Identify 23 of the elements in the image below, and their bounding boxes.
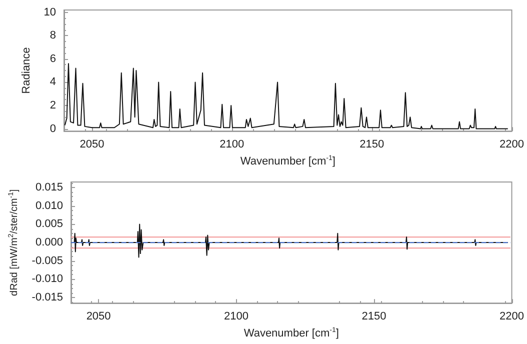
x-tick-label: 2100 <box>220 138 244 151</box>
y-tick-label: 0.015 <box>35 182 63 194</box>
y-tick-label: 4 <box>50 76 56 88</box>
y-tick-label: 0 <box>50 122 56 135</box>
line-series <box>64 63 508 130</box>
y-tick-label: -0.015 <box>32 292 63 304</box>
x-tick-label: 2200 <box>500 138 524 151</box>
x-tick-label: 2200 <box>500 310 524 323</box>
y-tick-label: -0.010 <box>32 273 63 286</box>
y-axis-title: Radiance <box>20 47 32 94</box>
x-tick-label: 2050 <box>86 310 111 323</box>
y-tick-label: -0.005 <box>32 254 63 267</box>
y-tick-label: 8 <box>50 30 56 42</box>
x-tick-label: 2150 <box>362 310 386 323</box>
y-tick-label: 10 <box>44 6 56 18</box>
x-tick-label: 2050 <box>80 138 104 151</box>
x-tick-label: 2100 <box>224 310 249 323</box>
y-tick-label: 2 <box>50 99 56 112</box>
y-tick-label: 0.000 <box>35 236 63 249</box>
y-tick-label: 0.010 <box>35 200 63 212</box>
y-tick-label: 6 <box>50 52 56 65</box>
x-tick-label: 2150 <box>360 138 384 151</box>
y-tick-label: 0.005 <box>35 218 63 230</box>
